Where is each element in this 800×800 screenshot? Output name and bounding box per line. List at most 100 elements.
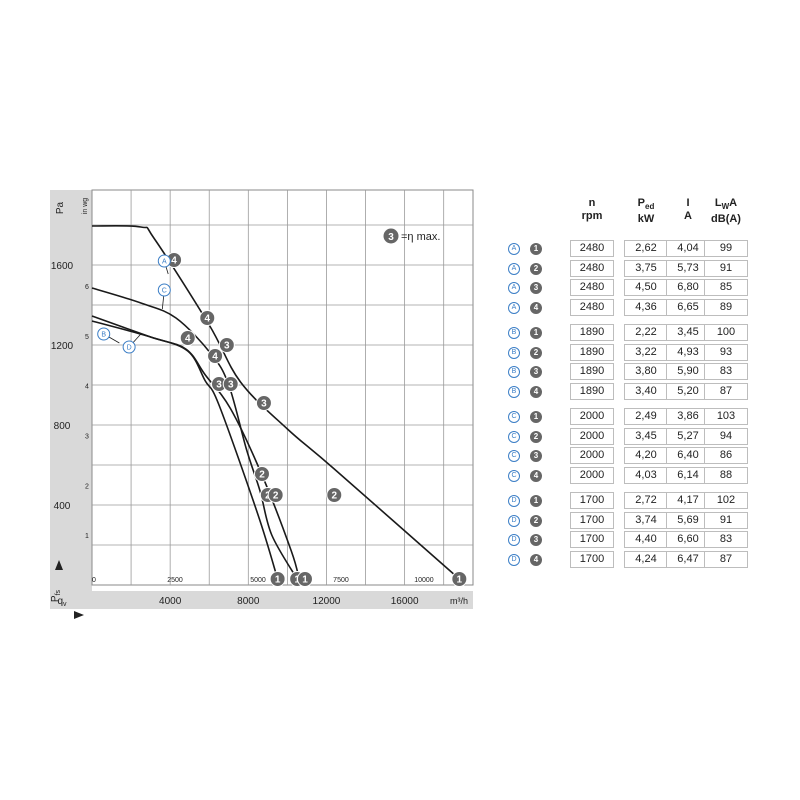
curve-badge: A — [508, 282, 520, 294]
table-cell-n: 1890 — [570, 343, 614, 361]
operating-point-4: 4 — [199, 310, 216, 326]
operating-point-2: 2 — [267, 487, 284, 503]
curve-label-badge — [122, 340, 136, 354]
table-row: B 3 1890 3,80 5,90 83 — [508, 363, 758, 380]
point-badge: 1 — [530, 327, 542, 339]
x-inner-tick-label: 7500 — [333, 577, 349, 584]
table-cell-p: 2,72 — [624, 492, 668, 509]
table-cell-i: 6,80 — [666, 279, 710, 296]
table-row: D 1 1700 2,72 4,17 102 — [508, 492, 758, 509]
point-badge: 2 — [530, 430, 542, 443]
table-header-top: n — [588, 197, 596, 209]
operating-point-label: 1 — [302, 575, 308, 586]
curve-label-badge — [97, 327, 111, 341]
operating-point-3: 3 — [218, 337, 235, 353]
table-row: A 4 2480 4,36 6,65 89 — [508, 298, 758, 316]
table-cell-i: 6,14 — [666, 466, 710, 484]
curve-label-c: C — [157, 283, 171, 310]
operating-point-1: 1 — [269, 571, 286, 587]
y-inner-tick-label: 5 — [85, 334, 89, 341]
table-cell-l: 87 — [704, 382, 748, 400]
operating-point-label: 1 — [457, 575, 463, 586]
table-cell-p: 3,80 — [624, 363, 668, 380]
y-inner-tick-label: 3 — [85, 434, 89, 441]
point-badge: 4 — [530, 553, 542, 566]
y-axis-arrow-icon — [55, 560, 63, 570]
point-badge: 4 — [530, 469, 542, 482]
curve-badge: D — [508, 553, 520, 566]
table-cell-l: 88 — [704, 466, 748, 484]
operating-point-2: 2 — [253, 466, 270, 482]
curve-a — [91, 224, 460, 580]
table-cell-p: 4,36 — [624, 298, 668, 316]
curve-label-badge — [157, 283, 171, 297]
table-row: C 1 2000 2,49 3,86 103 — [508, 408, 758, 425]
x-tick-label: 8000 — [237, 596, 260, 607]
operating-point-3: 3 — [222, 376, 239, 392]
curve-label-text: C — [162, 288, 167, 295]
operating-point-1: 1 — [451, 571, 468, 587]
x-tick-label: 12000 — [313, 596, 341, 607]
curve-label-b: B — [97, 327, 120, 344]
y-inner-unit-label: in wg — [82, 198, 89, 214]
table-cell-p: 3,74 — [624, 511, 668, 529]
table-row: A 3 2480 4,50 6,80 85 — [508, 279, 758, 296]
point-badge: 2 — [530, 514, 542, 527]
table-cell-l: 83 — [704, 363, 748, 380]
x-axis-arrow-icon — [74, 611, 84, 619]
x-inner-tick-label: 0 — [92, 577, 96, 584]
table-row: B 4 1890 3,40 5,20 87 — [508, 382, 758, 400]
table-cell-n: 1700 — [570, 511, 614, 529]
table-row: C 2 2000 3,45 5,27 94 — [508, 427, 758, 445]
operating-point-4: 4 — [166, 252, 183, 268]
curve-label-a: A — [157, 254, 171, 275]
table-header-cell: LWA dB(A) — [704, 197, 748, 226]
table-cell-p: 4,40 — [624, 531, 668, 548]
table-row: D 4 1700 4,24 6,47 87 — [508, 550, 758, 568]
table-cell-n: 2480 — [570, 259, 614, 277]
y-tick-label: 1200 — [51, 341, 74, 352]
curve-badge: A — [508, 301, 520, 314]
table-cell-n: 2480 — [570, 298, 614, 316]
table-cell-n: 2000 — [570, 466, 614, 484]
table-header-bottom: rpm — [581, 210, 603, 222]
point-badge: 1 — [530, 411, 542, 423]
table-cell-i: 6,47 — [666, 550, 710, 568]
operating-point-label: 3 — [261, 399, 267, 410]
operating-point-label: 2 — [273, 491, 279, 502]
operating-point-badge — [222, 376, 239, 392]
y-inner-tick-label: 6 — [85, 284, 89, 291]
operating-point-badge — [255, 395, 272, 411]
table-header-cell: n rpm — [570, 197, 614, 223]
table-cell-i: 5,20 — [666, 382, 710, 400]
efficiency-label: =η max. — [401, 231, 440, 243]
operating-point-label: 1 — [275, 575, 281, 586]
table-header-subscript: ed — [645, 202, 655, 212]
operating-point-label: 4 — [185, 334, 191, 345]
table-cell-p: 2,49 — [624, 408, 668, 425]
curve-badge: C — [508, 411, 520, 423]
operating-point-label: 3 — [224, 341, 230, 352]
table-header-subscript: W — [721, 202, 730, 212]
table-cell-i: 4,93 — [666, 343, 710, 361]
table-cell-n: 2000 — [570, 427, 614, 445]
table-cell-n: 2000 — [570, 408, 614, 425]
operating-point-badge — [179, 330, 196, 346]
curve-label-text: D — [127, 345, 132, 352]
y-inner-tick-label: 2 — [85, 483, 89, 490]
plot-area — [91, 189, 474, 586]
curve-label-text: A — [162, 259, 167, 266]
table-cell-l: 99 — [704, 240, 748, 257]
table-row: A 1 2480 2,62 4,04 99 — [508, 240, 758, 257]
table-cell-l: 83 — [704, 531, 748, 548]
y-tick-label: 400 — [54, 501, 71, 512]
table-row: A 2 2480 3,75 5,73 91 — [508, 259, 758, 277]
curve-label-badge — [157, 254, 171, 268]
table-cell-l: 91 — [704, 259, 748, 277]
table-cell-i: 6,65 — [666, 298, 710, 316]
curve-d — [91, 320, 279, 580]
efficiency-badge-label: 3 — [388, 232, 394, 243]
curve-badge: D — [508, 495, 520, 507]
table-cell-l: 103 — [704, 408, 748, 425]
x-axis-band — [50, 591, 473, 609]
